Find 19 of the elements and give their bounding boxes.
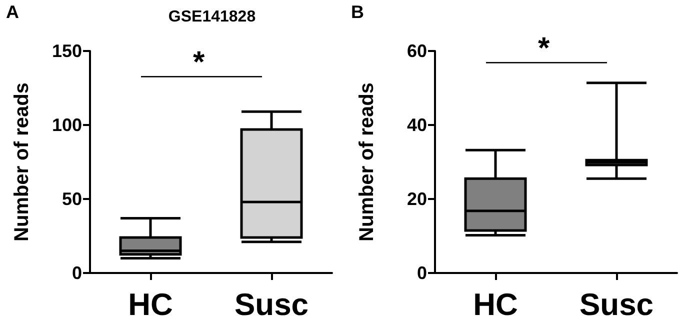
x-tick-label: HC bbox=[473, 287, 518, 322]
y-tick-label: 150 bbox=[52, 41, 82, 61]
x-tick-label: Susc bbox=[579, 287, 654, 322]
text: A bbox=[6, 2, 19, 23]
y-axis-title: Number of reads bbox=[11, 82, 33, 242]
y-tick-label: 0 bbox=[72, 263, 82, 283]
x-tick-label: HC bbox=[128, 287, 173, 322]
y-tick-label: 20 bbox=[406, 189, 427, 209]
y-tick-label: 0 bbox=[416, 263, 427, 283]
y-axis-title: Number of reads bbox=[356, 82, 378, 242]
x-tick-label: Susc bbox=[234, 287, 309, 322]
annotation: * bbox=[538, 32, 550, 66]
y-tick-label: 60 bbox=[406, 41, 427, 61]
chart-title: GSE141828 bbox=[168, 8, 256, 26]
y-tick-label: 100 bbox=[52, 115, 82, 135]
annotation: * bbox=[193, 46, 205, 80]
y-tick-label: 40 bbox=[406, 115, 427, 135]
y-tick-label: 50 bbox=[62, 189, 82, 209]
text: B bbox=[351, 2, 364, 23]
